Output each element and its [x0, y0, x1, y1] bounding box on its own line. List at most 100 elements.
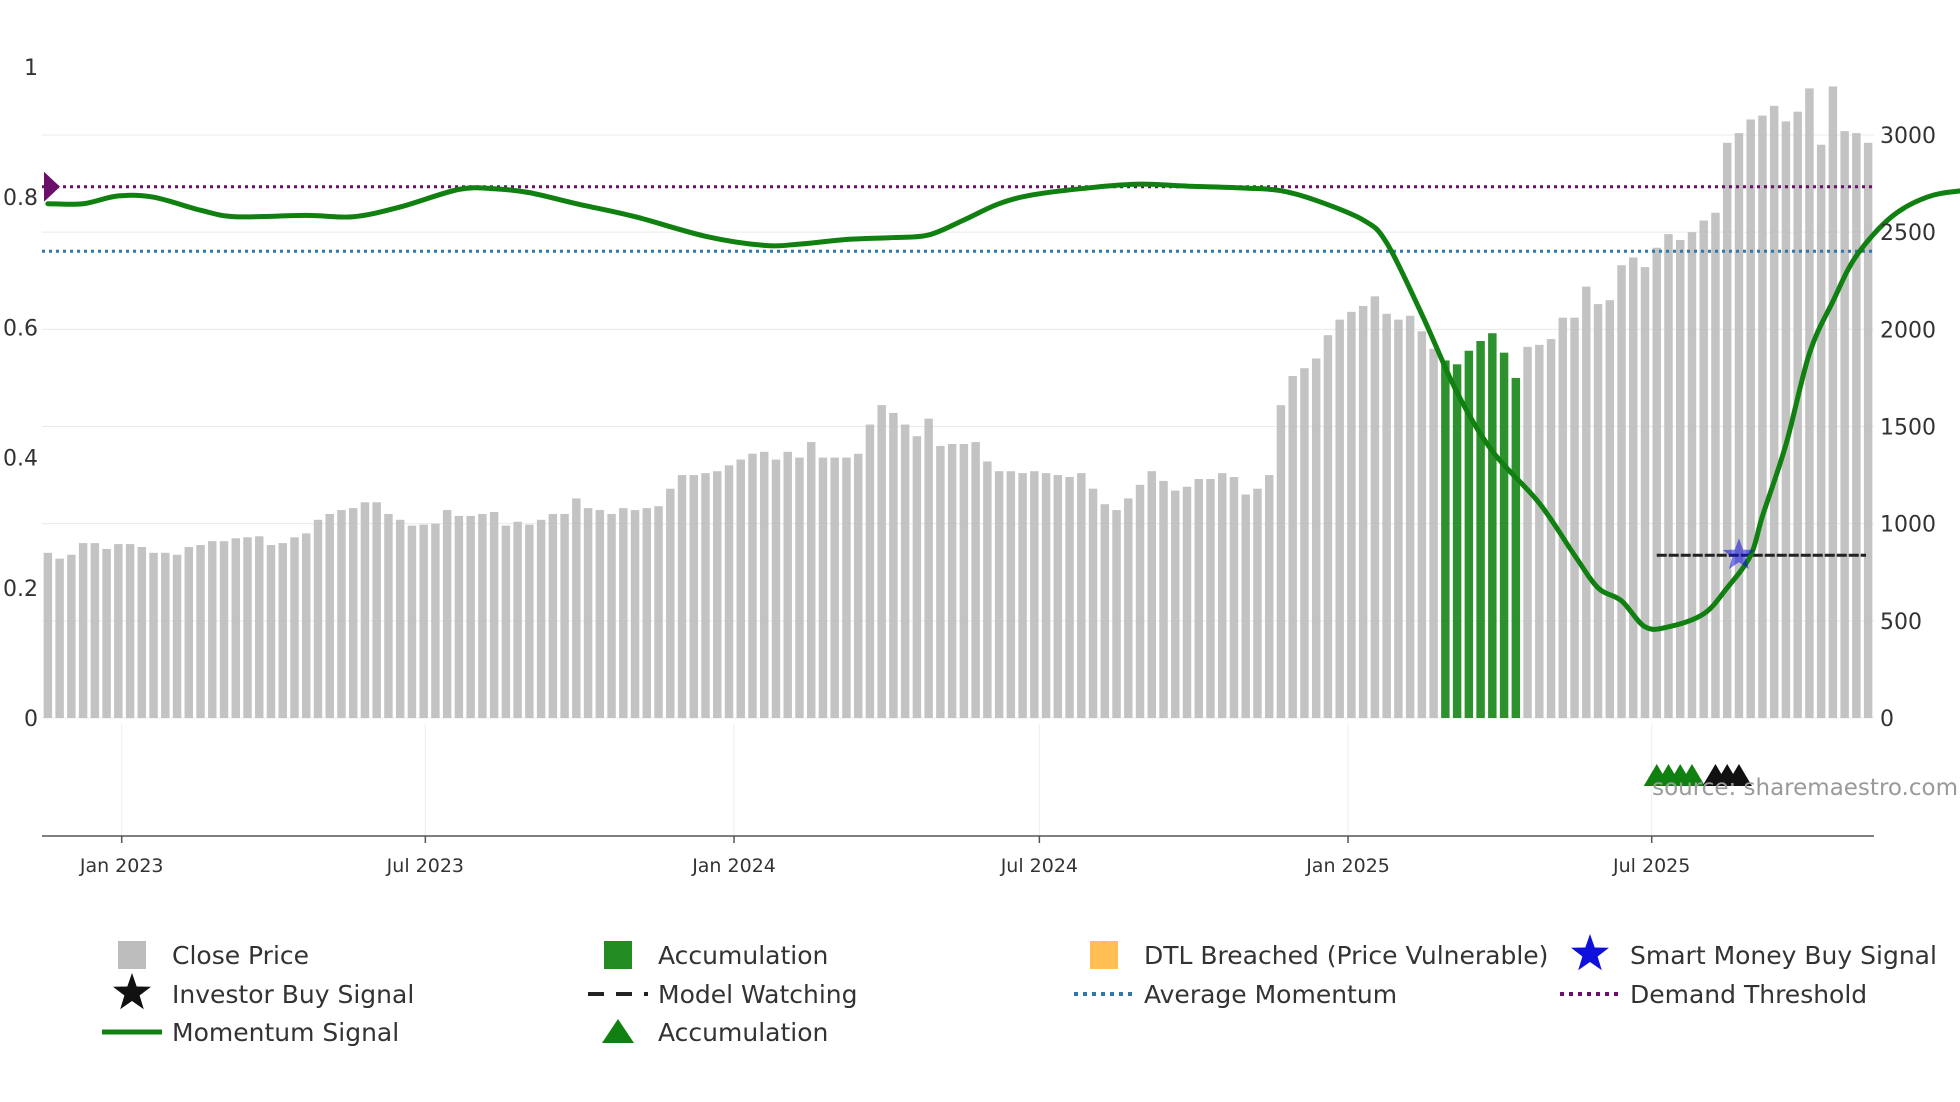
price-bar: [395, 519, 405, 718]
price-bar: [1276, 405, 1286, 718]
x-axis-tick-label: Jan 2023: [79, 855, 164, 877]
price-bar: [677, 475, 687, 718]
price-bar: [853, 453, 863, 718]
x-axis-tick-label: Jan 2024: [691, 855, 776, 877]
legend-label: Accumulation: [658, 1018, 828, 1047]
price-bar: [372, 502, 381, 718]
price-bar: [1171, 490, 1180, 718]
price-bar: [1523, 346, 1532, 718]
price-bar: [572, 498, 581, 718]
price-bar: [1206, 478, 1215, 718]
price-bar: [1347, 311, 1356, 718]
price-bar: [1828, 86, 1838, 718]
price-bar: [55, 558, 64, 718]
price-bars: [43, 86, 1873, 719]
left-axis-tick-label: 1: [24, 56, 38, 81]
price-bar: [1558, 317, 1568, 718]
price-bar: [1030, 471, 1039, 718]
price-bar: [842, 457, 851, 718]
legend-label: Momentum Signal: [172, 1018, 399, 1047]
price-bar: [1382, 313, 1391, 718]
price-bar: [642, 508, 652, 718]
price-bar: [513, 521, 522, 718]
right-axis-tick-label: 3000: [1880, 124, 1936, 149]
price-bar: [1640, 267, 1650, 718]
price-bar: [830, 457, 839, 718]
price-bar: [231, 538, 240, 718]
momentum-signal-line: [45, 181, 1960, 632]
x-axis-tick-label: Jul 2025: [1612, 855, 1690, 877]
price-bar: [1711, 212, 1720, 718]
price-bar: [348, 508, 358, 718]
price-bar: [1769, 105, 1779, 719]
price-bar: [67, 554, 76, 718]
price-bar: [1300, 368, 1309, 718]
price-bar: [431, 523, 440, 718]
price-bar: [1452, 364, 1462, 718]
momentum-series: [45, 181, 1960, 632]
price-bar: [1253, 488, 1262, 718]
price-bar: [548, 513, 558, 718]
legend-label: Smart Money Buy Signal: [1630, 941, 1937, 970]
price-bar: [1734, 133, 1744, 718]
price-bar: [1546, 339, 1556, 718]
signal-markers: [1643, 538, 1756, 786]
accumulation-triangle-marker: [1678, 764, 1705, 786]
price-bar: [724, 465, 734, 718]
price-bar: [325, 513, 334, 718]
legend-symbol-triangle: [602, 1019, 634, 1043]
price-bar: [689, 475, 698, 718]
price-bar: [407, 525, 417, 718]
legend-label: Model Watching: [658, 980, 858, 1009]
legend-symbol-star: [1571, 934, 1609, 971]
price-bar: [1793, 111, 1802, 719]
left-axis-tick-label: 0.8: [3, 186, 38, 211]
price-bar: [1629, 257, 1638, 718]
price-bar: [947, 443, 957, 718]
price-bar: [501, 525, 511, 718]
price-bar: [1499, 352, 1509, 718]
price-bar: [536, 519, 546, 718]
x-axis-tick-label: Jul 2023: [386, 855, 464, 877]
price-bar: [877, 405, 886, 718]
price-bar: [1605, 300, 1614, 718]
price-bar: [1053, 475, 1063, 718]
price-bar: [795, 457, 804, 718]
price-bar: [1135, 484, 1145, 718]
price-bar: [1464, 350, 1474, 718]
price-bar: [760, 451, 769, 718]
price-bar: [90, 543, 100, 718]
price-bar: [1852, 133, 1861, 718]
price-bar: [1687, 232, 1697, 718]
price-bar: [1405, 315, 1415, 718]
price-bar: [1511, 377, 1521, 718]
price-bar: [43, 552, 53, 718]
price-bar: [1018, 473, 1027, 718]
price-bar: [771, 459, 781, 718]
price-bar: [654, 506, 663, 718]
price-bar: [1840, 131, 1849, 718]
price-bar: [1863, 142, 1873, 718]
price-bar: [666, 488, 675, 718]
price-bar: [865, 424, 875, 718]
price-bar: [889, 412, 898, 718]
legend-label: Investor Buy Signal: [172, 980, 414, 1009]
legend-symbol-square: [604, 941, 632, 969]
investor-signal-marker: [1725, 764, 1752, 786]
price-bar: [196, 545, 205, 718]
price-bar: [630, 510, 640, 718]
price-bar: [1088, 488, 1098, 718]
price-bar: [1182, 486, 1192, 718]
price-bar: [172, 554, 182, 718]
price-bar: [1264, 475, 1274, 718]
price-bar: [1194, 478, 1203, 718]
price-bar: [1746, 119, 1755, 719]
price-bar: [290, 537, 299, 718]
price-bar: [1652, 247, 1661, 718]
legend: Close Price Accumulation DTL Breached (Pri…: [102, 934, 1937, 1047]
legend-label: DTL Breached (Price Vulnerable): [1144, 941, 1548, 970]
price-bar: [1124, 498, 1133, 718]
price-bar: [818, 457, 828, 718]
price-bar: [114, 544, 123, 718]
